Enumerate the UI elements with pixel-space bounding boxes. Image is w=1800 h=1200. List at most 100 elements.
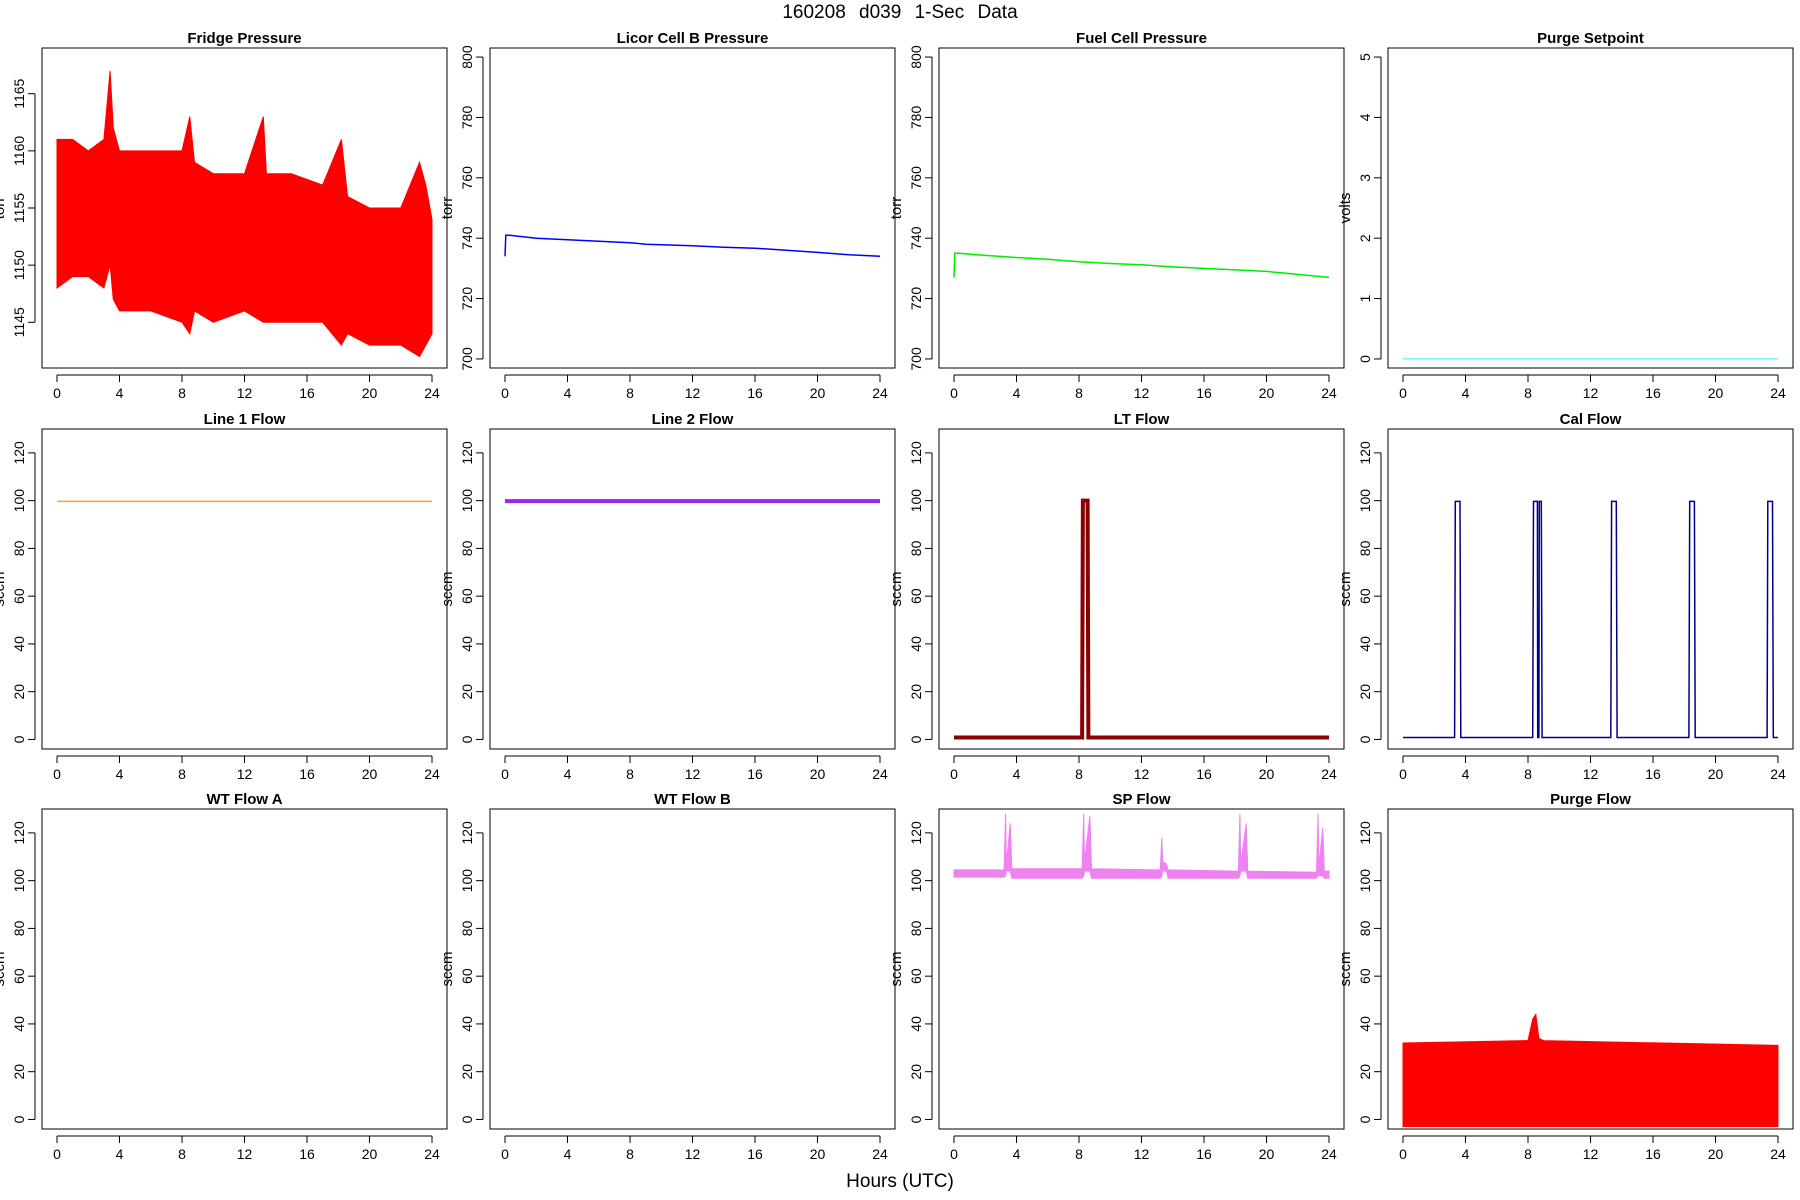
- y-tick-label: 120: [459, 441, 475, 465]
- x-tick-label: 24: [872, 385, 888, 401]
- x-tick-label: 12: [237, 766, 253, 782]
- x-tick-label: 0: [501, 1146, 509, 1162]
- x-tick-label: 12: [1134, 1146, 1150, 1162]
- x-tick-label: 20: [1708, 385, 1724, 401]
- x-tick-label: 4: [1013, 766, 1021, 782]
- y-tick-label: 40: [459, 1016, 475, 1032]
- y-tick-label: 0: [908, 1115, 924, 1123]
- figure-title: 160208 d039 1-Sec Data: [782, 2, 1018, 23]
- y-tick-label: 60: [459, 968, 475, 984]
- x-tick-label: 24: [1321, 385, 1337, 401]
- x-tick-label: 4: [564, 385, 572, 401]
- x-tick-label: 0: [53, 766, 61, 782]
- x-tick-label: 4: [116, 1146, 124, 1162]
- plot-title: Purge Setpoint: [1537, 30, 1644, 47]
- chart-panel: Purge Flow sccm 0 4 8 12 16 20 24 0 20 40 60 80 100 120: [1337, 791, 1794, 1162]
- x-tick-label: 20: [1708, 766, 1724, 782]
- y-tick-label: 720: [908, 287, 924, 311]
- y-axis-label: torr: [888, 197, 905, 220]
- y-tick-label: 120: [459, 821, 475, 845]
- y-axis-label: volts: [1337, 193, 1354, 224]
- x-tick-label: 4: [1462, 766, 1470, 782]
- x-tick-label: 8: [1075, 385, 1083, 401]
- x-tick-label: 12: [1583, 766, 1599, 782]
- x-tick-label: 8: [626, 385, 634, 401]
- x-tick-label: 16: [1645, 1146, 1661, 1162]
- x-tick-label: 16: [747, 766, 763, 782]
- x-tick-label: 8: [1524, 1146, 1532, 1162]
- x-tick-label: 20: [362, 385, 378, 401]
- x-tick-label: 24: [872, 1146, 888, 1162]
- x-tick-label: 20: [1259, 385, 1275, 401]
- x-tick-label: 8: [1524, 766, 1532, 782]
- y-tick-label: 80: [459, 920, 475, 936]
- y-tick-label: 0: [459, 735, 475, 743]
- y-tick-label: 40: [908, 1016, 924, 1032]
- x-tick-label: 24: [1321, 1146, 1337, 1162]
- x-tick-label: 8: [1075, 766, 1083, 782]
- y-tick-label: 720: [459, 287, 475, 311]
- y-tick-label: 60: [11, 968, 27, 984]
- x-tick-label: 4: [1013, 385, 1021, 401]
- series-line: [953, 252, 1330, 279]
- x-tick-label: 8: [1524, 385, 1532, 401]
- y-tick-label: 20: [1357, 1064, 1373, 1080]
- x-tick-label: 12: [1583, 1146, 1599, 1162]
- x-tick-label: 20: [1708, 1146, 1724, 1162]
- x-tick-label: 12: [1134, 385, 1150, 401]
- y-tick-label: 5: [1357, 53, 1373, 61]
- y-tick-label: 40: [1357, 1016, 1373, 1032]
- plot-frame: [938, 47, 1345, 369]
- x-tick-label: 24: [1770, 766, 1786, 782]
- y-tick-label: 1145: [11, 307, 27, 337]
- chart-panel: Fuel Cell Pressure torr 0 4 8 12 16 20 24 700 720 7…: [888, 30, 1345, 401]
- y-tick-label: 60: [11, 588, 27, 604]
- y-tick-label: 20: [908, 684, 924, 700]
- y-tick-label: 100: [459, 489, 475, 513]
- x-tick-label: 12: [685, 1146, 701, 1162]
- x-tick-label: 20: [362, 1146, 378, 1162]
- plot-title: WT Flow B: [654, 791, 731, 808]
- plot-frame: [938, 428, 1345, 750]
- y-tick-label: 40: [908, 636, 924, 652]
- y-tick-label: 1150: [11, 250, 27, 280]
- plot-title: Fuel Cell Pressure: [1076, 30, 1207, 47]
- plot-title: LT Flow: [1114, 411, 1170, 428]
- plot-frame: [489, 47, 896, 369]
- x-tick-label: 8: [1075, 1146, 1083, 1162]
- y-axis-label: sccm: [888, 952, 905, 987]
- y-tick-label: 80: [908, 540, 924, 556]
- x-tick-label: 20: [810, 766, 826, 782]
- plot-title: WT Flow A: [206, 791, 282, 808]
- plot-frame: [938, 808, 1345, 1130]
- y-tick-label: 40: [11, 1016, 27, 1032]
- y-tick-label: 60: [1357, 968, 1373, 984]
- y-axis-label: sccm: [439, 952, 456, 987]
- y-tick-label: 60: [908, 588, 924, 604]
- plot-title: SP Flow: [1112, 791, 1170, 808]
- x-tick-label: 16: [1196, 385, 1212, 401]
- y-tick-label: 100: [1357, 869, 1373, 893]
- x-tick-label: 24: [424, 766, 440, 782]
- y-tick-label: 20: [1357, 684, 1373, 700]
- y-tick-label: 40: [459, 636, 475, 652]
- plot-title: Fridge Pressure: [187, 30, 301, 47]
- y-tick-label: 20: [908, 1064, 924, 1080]
- x-tick-label: 16: [747, 1146, 763, 1162]
- series-line: [954, 498, 1329, 740]
- y-tick-label: 100: [11, 869, 27, 893]
- x-tick-label: 0: [53, 1146, 61, 1162]
- y-tick-label: 740: [908, 226, 924, 250]
- y-tick-label: 0: [908, 735, 924, 743]
- y-tick-label: 2: [1357, 234, 1373, 242]
- y-tick-label: 760: [908, 166, 924, 190]
- y-tick-label: 800: [459, 45, 475, 69]
- x-tick-label: 24: [872, 766, 888, 782]
- y-tick-label: 100: [1357, 489, 1373, 513]
- y-tick-label: 120: [1357, 821, 1373, 845]
- y-tick-label: 80: [908, 920, 924, 936]
- x-tick-label: 20: [1259, 1146, 1275, 1162]
- x-tick-label: 12: [685, 766, 701, 782]
- x-tick-label: 4: [1013, 1146, 1021, 1162]
